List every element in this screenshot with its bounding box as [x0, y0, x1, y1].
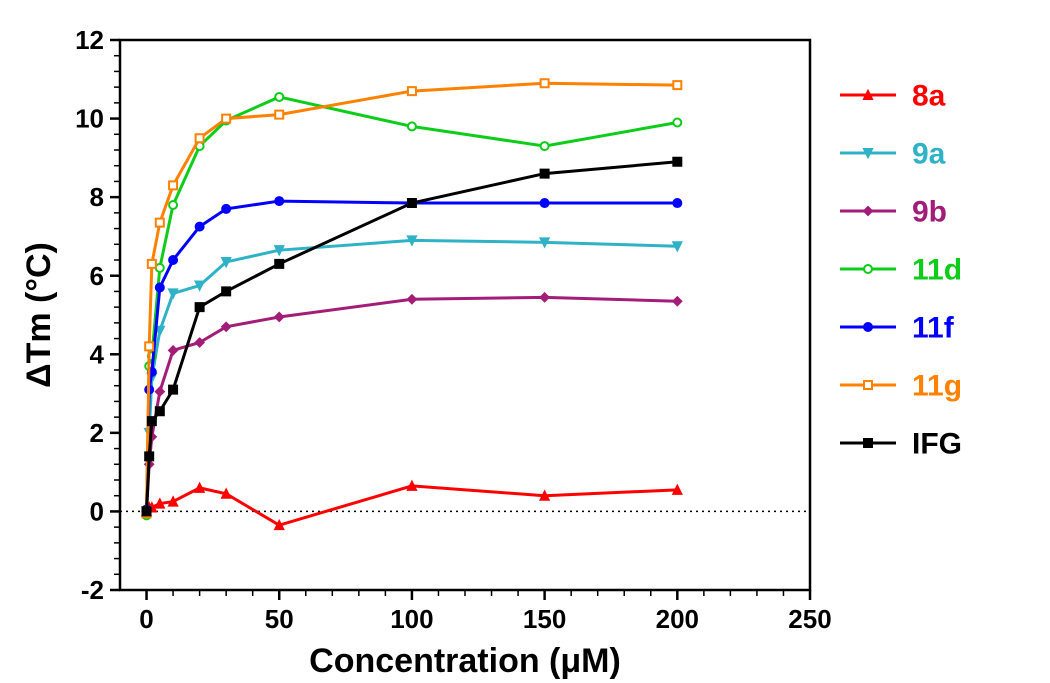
marker: [156, 407, 164, 415]
y-tick-label: 10: [75, 104, 104, 134]
marker: [169, 181, 177, 189]
x-tick-label: 250: [788, 604, 831, 634]
marker: [156, 264, 164, 272]
marker: [673, 199, 681, 207]
marker: [148, 417, 156, 425]
y-tick-label: -2: [81, 575, 104, 605]
marker: [541, 199, 549, 207]
marker: [408, 199, 416, 207]
chart-container: 0 50 100 150 200 250 -2 0 2 4 6 8 10 12 Concentration …: [0, 0, 1050, 683]
marker: [408, 122, 416, 130]
legend-label: 11f: [912, 312, 955, 345]
marker: [222, 205, 230, 213]
marker: [143, 507, 151, 515]
marker: [169, 201, 177, 209]
chart-svg: 0 50 100 150 200 250 -2 0 2 4 6 8 10 12 Concentration …: [0, 0, 1050, 683]
x-tick-label: 150: [523, 604, 566, 634]
marker: [541, 79, 549, 87]
marker: [275, 93, 283, 101]
y-tick-label: 2: [90, 418, 104, 448]
x-tick-label: 0: [139, 604, 153, 634]
y-tick-label: 12: [75, 25, 104, 55]
marker: [196, 223, 204, 231]
y-tick-label: 6: [90, 261, 104, 291]
legend-label: 11d: [912, 254, 962, 287]
marker: [148, 260, 156, 268]
legend-label: 9b: [912, 196, 947, 229]
marker: [541, 142, 549, 150]
marker: [673, 81, 681, 89]
marker: [275, 197, 283, 205]
legend-label: 11g: [912, 370, 962, 403]
marker: [156, 284, 164, 292]
x-tick-label: 200: [656, 604, 699, 634]
marker: [408, 87, 416, 95]
marker: [673, 158, 681, 166]
y-tick-label: 0: [90, 497, 104, 527]
marker: [275, 111, 283, 119]
y-tick-label: 8: [90, 182, 104, 212]
x-axis-label: Concentration (μM): [309, 642, 621, 680]
marker: [222, 287, 230, 295]
marker: [541, 170, 549, 178]
marker: [156, 219, 164, 227]
marker: [673, 119, 681, 127]
marker: [196, 134, 204, 142]
marker: [169, 256, 177, 264]
x-tick-label: 100: [390, 604, 433, 634]
legend-label: 8a: [912, 80, 946, 113]
marker: [145, 452, 153, 460]
legend-label: 9a: [912, 138, 946, 171]
marker: [222, 115, 230, 123]
marker: [275, 260, 283, 268]
legend-label: IFG: [912, 428, 962, 461]
y-tick-label: 4: [90, 339, 105, 369]
x-tick-label: 50: [265, 604, 294, 634]
marker: [145, 342, 153, 350]
marker: [169, 386, 177, 394]
marker: [196, 303, 204, 311]
y-axis-label: ΔTm (°C): [20, 242, 58, 388]
